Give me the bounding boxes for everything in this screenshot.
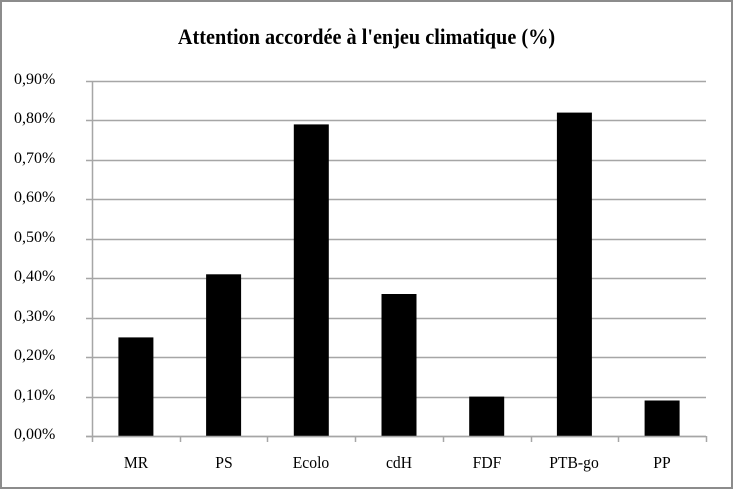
axes bbox=[86, 81, 708, 442]
y-tick-label: 0,80% bbox=[14, 109, 56, 127]
x-tick-label: cdH bbox=[385, 453, 413, 472]
bars bbox=[118, 112, 680, 437]
x-tick-label: FDF bbox=[472, 453, 502, 472]
bar-pp bbox=[644, 400, 680, 436]
y-tick-label: 0,70% bbox=[14, 149, 56, 167]
x-tick-label: PS bbox=[214, 453, 233, 472]
x-tick-label: PP bbox=[653, 453, 671, 472]
y-tick-label: 0,90% bbox=[14, 70, 56, 88]
chart-title: Attention accordée à l'enjeu climatique … bbox=[177, 24, 556, 49]
x-tick-label: PTB-go bbox=[549, 453, 600, 472]
y-tick-label: 0,00% bbox=[14, 425, 56, 443]
bar-cdh bbox=[381, 294, 417, 436]
bar-fdf bbox=[469, 396, 505, 436]
y-tick-label: 0,50% bbox=[14, 228, 56, 246]
bar-ptb-go bbox=[556, 112, 592, 436]
y-tick-label: 0,20% bbox=[14, 346, 56, 364]
y-tick-label: 0,30% bbox=[14, 307, 56, 325]
bar-ecolo bbox=[293, 124, 329, 437]
y-tick-label: 0,60% bbox=[14, 188, 56, 206]
y-tick-label: 0,40% bbox=[14, 267, 56, 285]
x-tick-label: Ecolo bbox=[293, 453, 330, 472]
bar-mr bbox=[118, 337, 154, 436]
x-tick-label: MR bbox=[123, 453, 149, 472]
bar-ps bbox=[206, 274, 242, 436]
y-tick-label: 0,10% bbox=[14, 386, 56, 404]
